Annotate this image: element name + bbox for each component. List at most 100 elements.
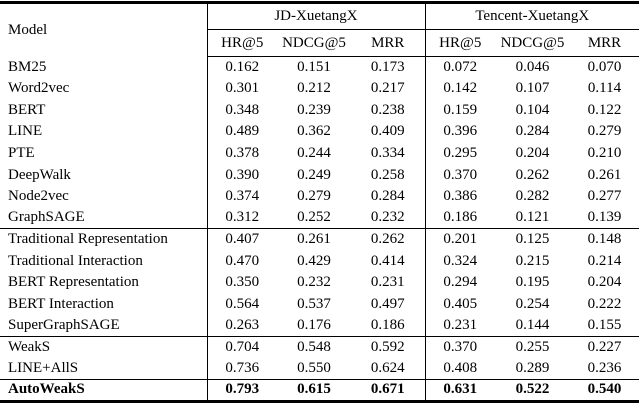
metric-value: 0.370 xyxy=(424,336,495,359)
metric-value: 0.258 xyxy=(370,166,405,183)
metric-value: 0.121 xyxy=(515,209,550,226)
metric-value: 0.793 xyxy=(206,379,277,402)
metric-value: 0.409 xyxy=(370,123,405,140)
metric-value: 0.301 xyxy=(206,78,277,100)
metric-value: 0.155 xyxy=(587,317,622,334)
table-row-traditional-representation: Traditional Representation 0.407 0.261 0.26… xyxy=(0,228,640,251)
model-name: PTE xyxy=(8,144,35,161)
model-name: LINE xyxy=(8,123,43,140)
metric-value: 0.405 xyxy=(424,293,495,316)
model-name: Node2vec xyxy=(8,188,69,205)
metric-value: 0.324 xyxy=(424,250,495,272)
model-name: BERT Representation xyxy=(8,274,139,291)
metric-value: 0.312 xyxy=(206,207,277,229)
metric-value: 0.550 xyxy=(297,360,331,377)
column-header-hr5-tencent: HR@5 xyxy=(424,29,495,57)
metric-value: 0.374 xyxy=(206,185,277,208)
model-name: DeepWalk xyxy=(8,166,71,183)
metric-value: 0.122 xyxy=(587,101,622,118)
metric-value: 0.429 xyxy=(297,252,331,269)
metric-value: 0.537 xyxy=(297,295,331,312)
table-header: Model JD-XuetangX Tencent-XuetangX HR@5 N… xyxy=(0,2,640,57)
metric-value: 0.254 xyxy=(515,295,550,312)
metric-value: 0.252 xyxy=(297,209,331,226)
metric-value: 0.186 xyxy=(370,317,405,334)
model-name: BERT xyxy=(8,101,46,118)
metric-value: 0.414 xyxy=(370,252,405,269)
model-name: BERT Interaction xyxy=(8,295,114,312)
metric-value: 0.279 xyxy=(587,123,622,140)
metric-value: 0.348 xyxy=(206,99,277,122)
group-header-tencent-xuetangx: Tencent-XuetangX xyxy=(424,2,640,30)
metric-value: 0.212 xyxy=(297,80,331,97)
metric-value: 0.277 xyxy=(587,188,622,205)
table-row-word2vec: Word2vec 0.301 0.212 0.217 0.142 0.107 0.114 xyxy=(0,78,639,100)
table-row-bm25: BM25 0.162 0.151 0.173 0.072 0.046 0.070 xyxy=(0,56,639,79)
metric-value: 0.362 xyxy=(297,123,331,140)
metric-value: 0.070 xyxy=(587,59,622,76)
column-header-mrr-jd: MRR xyxy=(351,29,425,57)
metric-value: 0.489 xyxy=(206,121,277,143)
metric-value: 0.386 xyxy=(424,185,495,208)
model-name: Traditional Representation xyxy=(0,228,207,251)
metric-value: 0.390 xyxy=(206,164,277,186)
metric-value: 0.114 xyxy=(587,80,622,97)
metric-value: 0.261 xyxy=(587,166,622,183)
metric-value: 0.204 xyxy=(515,144,550,161)
metric-value: 0.186 xyxy=(424,207,495,229)
metric-value: 0.396 xyxy=(424,121,495,143)
model-name: LINE+AllS xyxy=(8,360,79,377)
metric-value: 0.370 xyxy=(424,164,495,186)
metric-value: 0.548 xyxy=(277,336,351,359)
table-row-node2vec: Node2vec 0.374 0.279 0.284 0.386 0.282 0.277 xyxy=(0,185,639,208)
metric-value: 0.470 xyxy=(206,250,277,272)
metric-value: 0.107 xyxy=(515,80,550,97)
metric-value: 0.671 xyxy=(351,379,425,402)
model-name: Traditional Interaction xyxy=(8,252,143,269)
metric-value: 0.255 xyxy=(495,336,570,359)
metric-value: 0.624 xyxy=(370,360,405,377)
metric-value: 0.236 xyxy=(587,360,622,377)
metric-value: 0.294 xyxy=(424,271,495,294)
metric-value: 0.232 xyxy=(297,274,331,291)
metric-value: 0.214 xyxy=(587,252,622,269)
column-header-ndcg5-tencent: NDCG@5 xyxy=(495,29,570,57)
metric-value: 0.217 xyxy=(370,80,405,97)
model-name: AutoWeakS xyxy=(0,379,207,402)
metric-value: 0.201 xyxy=(424,228,495,251)
metric-value: 0.046 xyxy=(515,59,550,76)
table-row-line: LINE 0.489 0.362 0.409 0.396 0.284 0.279 xyxy=(0,121,639,143)
metric-value: 0.232 xyxy=(370,209,405,226)
metric-value: 0.284 xyxy=(515,123,550,140)
metric-value: 0.736 xyxy=(206,358,277,380)
table-row-deepwalk: DeepWalk 0.390 0.249 0.258 0.370 0.262 0.261 xyxy=(0,164,639,186)
metric-value: 0.592 xyxy=(351,336,425,359)
metric-value: 0.704 xyxy=(206,336,277,359)
metric-value: 0.289 xyxy=(515,360,550,377)
metric-value: 0.244 xyxy=(297,144,331,161)
metric-value: 0.231 xyxy=(370,274,405,291)
table-row-traditional-interaction: Traditional Interaction 0.470 0.429 0.414 0.… xyxy=(0,250,639,272)
metric-value: 0.159 xyxy=(424,99,495,122)
results-table: Model JD-XuetangX Tencent-XuetangX HR@5 N… xyxy=(0,1,640,403)
metric-value: 0.282 xyxy=(515,188,550,205)
metric-value: 0.176 xyxy=(297,317,331,334)
model-name: SuperGraphSAGE xyxy=(8,317,120,334)
table-row-bert-interaction: BERT Interaction 0.564 0.537 0.497 0.405 0.25… xyxy=(0,293,639,316)
table-body: BM25 0.162 0.151 0.173 0.072 0.046 0.070 Word2v… xyxy=(0,56,640,402)
table-row-bert: BERT 0.348 0.239 0.238 0.159 0.104 0.122 xyxy=(0,99,639,122)
metric-value: 0.261 xyxy=(277,228,351,251)
model-name: BM25 xyxy=(8,58,47,75)
metric-value: 0.497 xyxy=(370,295,405,312)
table-row-pte: PTE 0.378 0.244 0.334 0.295 0.204 0.210 xyxy=(0,142,639,165)
metric-value: 0.104 xyxy=(515,101,550,118)
metric-value: 0.125 xyxy=(495,228,570,251)
metric-value: 0.144 xyxy=(515,317,550,334)
table-row-supergraphsage: SuperGraphSAGE 0.263 0.176 0.186 0.231 0.144 0… xyxy=(0,315,639,337)
metric-header-row: HR@5 NDCG@5 MRR HR@5 NDCG@5 MRR xyxy=(0,29,640,57)
metric-value: 0.148 xyxy=(570,228,640,251)
table-row-bert-representation: BERT Representation 0.350 0.232 0.231 0.294 0… xyxy=(0,271,639,294)
metric-value: 0.263 xyxy=(206,315,277,337)
metric-value: 0.631 xyxy=(424,379,495,402)
